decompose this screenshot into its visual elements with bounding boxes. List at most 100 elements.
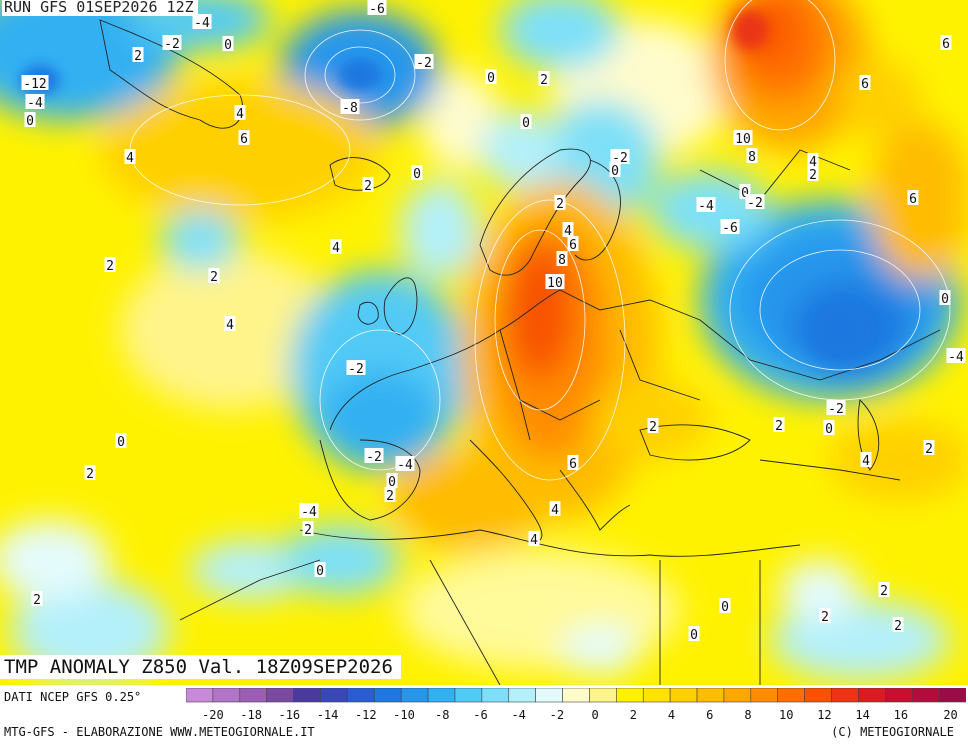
contour-label: 0 [721,600,729,615]
contour-label-bg [940,35,952,50]
contour-label-bg [192,14,212,29]
contour-label: 4 [236,107,244,122]
contour-label-bg [24,112,36,127]
contour-label: 2 [364,179,372,194]
contour-label: 6 [569,238,577,253]
legend-swatch [777,687,805,703]
legend-swatch [804,687,832,703]
contour-label: -12 [23,77,46,92]
contour-label: 4 [809,155,817,170]
legend-swatch [616,687,644,703]
contour-label: 2 [33,593,41,608]
legend-swatch [831,687,859,703]
legend-swatch [750,687,779,703]
contour-label-bg [21,75,49,90]
legend-swatch [266,687,294,703]
contour-label: 0 [224,38,232,53]
legend-tick: 16 [894,708,908,722]
contour-label: 2 [134,49,142,64]
contour-label: 2 [925,442,933,457]
contour-label: 4 [332,241,340,256]
contour-label-bg [528,531,540,546]
contour-label-bg [115,433,127,448]
legend-swatch [669,687,698,703]
contour-label-bg [299,503,319,518]
contour-label-bg [819,608,831,623]
contour-label-bg [224,316,236,331]
legend-tick: -2 [550,708,564,722]
legend-tick: 14 [855,708,869,722]
map-title: TMP ANOMALY Z850 Val. 18Z09SEP2026 [0,655,401,679]
contour-label: -2 [366,450,382,465]
legend-swatch [212,687,241,703]
legend-swatch [696,687,725,703]
legend-tick: -8 [435,708,449,722]
contour-label-bg [567,455,579,470]
contour-label-bg [907,190,919,205]
contour-label-bg [610,149,630,164]
contour-label-bg [330,239,342,254]
legend-tick: -20 [202,708,224,722]
legend-swatch [858,687,886,703]
contour-label: -8 [342,101,358,116]
contour-label-bg [923,440,935,455]
contour-label: 6 [240,132,248,147]
legend-tick: 10 [779,708,793,722]
contour-label-bg [104,257,116,272]
contour-label: 10 [547,276,563,291]
credit-right: (C) METEOGIORNALE [831,725,954,739]
contour-label: 0 [487,71,495,86]
contour-label: 2 [304,523,312,538]
contour-label-bg [807,166,819,181]
contour-label-bg [162,35,182,50]
contour-label: -4 [397,458,413,473]
contour-label-bg [25,94,45,109]
contour-label-bg [878,582,890,597]
contour-label: 2 [775,419,783,434]
contour-label-bg [746,148,758,163]
contour-label-bg [31,591,43,606]
contour-label-bg [340,99,360,114]
contour-label-bg [939,290,951,305]
contour-label: -4 [194,16,210,31]
legend-tick: 12 [817,708,831,722]
contour-label: 2 [894,619,902,634]
contour-label: 2 [649,420,657,435]
isolines [129,0,951,481]
contour-label: 0 [741,186,749,201]
contour-label: 0 [316,564,324,579]
contour-label-bg [411,165,423,180]
contour-label: 6 [861,77,869,92]
legend-tick: -10 [393,708,415,722]
contour-label: 0 [117,435,125,450]
legend-swatch [400,687,429,703]
contour-label: 0 [26,114,34,129]
contour-label-bg [538,71,550,86]
legend-tick: -14 [317,708,339,722]
legend-tick: -12 [355,708,377,722]
contour-label: 2 [809,168,817,183]
contour-label-bg [362,177,374,192]
contour-label-bg [826,400,846,415]
contour-label-bg [696,197,716,212]
contour-label: 0 [522,116,530,131]
legend-swatch [508,687,536,703]
contour-label-bg [384,487,396,502]
contour-label-bg [84,465,96,480]
contour-label: 2 [386,489,394,504]
contour-label-bg [395,456,415,471]
legend-swatch [938,687,967,703]
contour-label-bg [556,251,568,266]
contour-label: -2 [747,196,763,211]
contour-label: 2 [106,259,114,274]
contour-label-bg [485,69,497,84]
contour-label-bg [386,473,398,488]
legend-swatch [185,687,214,703]
contour-label: -4 [27,96,43,111]
contour-label-bg [567,236,579,251]
contour-label-bg [688,626,700,641]
contour-label-bg [859,75,871,90]
contour-label-bg [609,162,621,177]
contour-label-bg [520,114,532,129]
run-label: RUN GFS 01SEP2026 12Z [2,0,198,16]
